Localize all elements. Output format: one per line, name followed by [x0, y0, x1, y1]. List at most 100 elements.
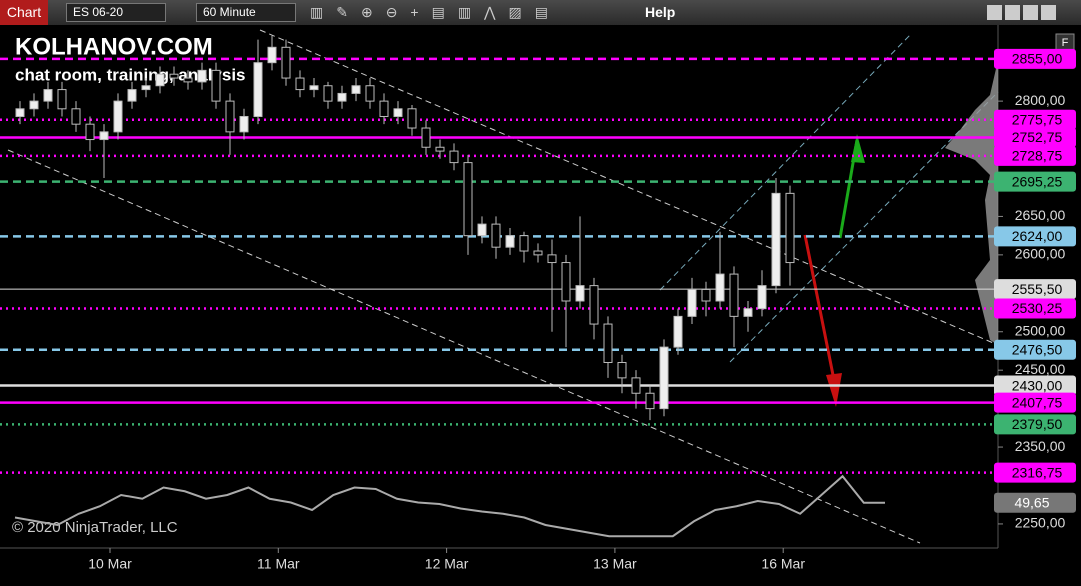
candle-body — [323, 85, 333, 102]
candle-body — [771, 192, 781, 287]
level-tag — [994, 339, 1076, 360]
level-tag — [994, 392, 1076, 413]
candle-body — [547, 254, 557, 264]
level-label: 2379,50 — [1012, 416, 1063, 432]
candle-body — [435, 146, 445, 152]
level-tag — [994, 279, 1076, 300]
candle-body — [673, 315, 683, 348]
trend-line — [259, 29, 999, 346]
candle-body — [743, 308, 753, 317]
level-label: 2316,75 — [1012, 464, 1063, 480]
level-tag — [994, 414, 1076, 435]
arrow-head — [826, 373, 842, 407]
toolbar: Chart ES 06-20 60 Minute ▥✎⊕⊖+▤▥⋀▨▤ Help — [0, 0, 1081, 25]
candle-body — [533, 250, 543, 256]
brand: KOLHANOV.COM — [15, 33, 213, 60]
candle-body — [57, 89, 67, 110]
candle-body — [127, 89, 137, 102]
candle-body — [253, 62, 263, 117]
interval-select[interactable]: 60 Minute — [196, 3, 296, 22]
level-label: 2624,00 — [1012, 228, 1063, 244]
candle-body — [337, 92, 347, 102]
candle-body — [505, 235, 515, 248]
candle-body — [561, 262, 571, 302]
y-tick-label: 2350,00 — [1015, 438, 1066, 454]
panel-button-label: F — [1062, 37, 1069, 49]
candle-body — [225, 100, 235, 133]
indicator-label: 49,65 — [1014, 494, 1049, 510]
level-tag — [994, 145, 1076, 166]
candle-body — [631, 377, 641, 394]
candle-body — [715, 273, 725, 302]
level-tag — [994, 226, 1076, 247]
trend-line — [7, 149, 921, 544]
level-tag — [994, 375, 1076, 396]
candle-body — [267, 46, 277, 64]
window-buttons[interactable] — [987, 5, 1077, 20]
candle-body — [141, 85, 151, 91]
candle-body — [15, 108, 25, 117]
candle-body — [239, 115, 249, 133]
level-label: 2752,75 — [1012, 129, 1063, 145]
candle-body — [729, 273, 739, 317]
level-label: 2430,00 — [1012, 377, 1063, 393]
arrow-head — [851, 134, 865, 163]
candle-body — [29, 100, 39, 110]
instrument-select[interactable]: ES 06-20 — [66, 3, 166, 22]
y-tick-label: 2600,00 — [1015, 246, 1066, 262]
candle-body — [575, 285, 585, 302]
level-tag — [994, 127, 1076, 148]
candle-body — [365, 85, 375, 102]
volume-profile — [945, 60, 998, 345]
candle-body — [197, 69, 207, 83]
y-tick-label: 2450,00 — [1015, 361, 1066, 377]
level-label: 2728,75 — [1012, 148, 1063, 164]
chart: KOLHANOV.COM chat room, training, analys… — [0, 25, 1076, 572]
level-label: 2555,50 — [1012, 281, 1063, 297]
candle-body — [659, 346, 669, 410]
candle-body — [295, 77, 305, 91]
level-tag — [994, 298, 1076, 319]
y-tick-label: 2650,00 — [1015, 207, 1066, 223]
candle-body — [85, 123, 95, 141]
help-menu[interactable]: Help — [645, 4, 676, 20]
level-label: 2407,75 — [1012, 394, 1063, 410]
level-tag — [994, 171, 1076, 192]
candle-body — [519, 235, 529, 252]
candle-body — [477, 223, 487, 237]
candle-body — [757, 285, 767, 310]
candle-body — [351, 85, 361, 94]
candle-body — [99, 131, 109, 141]
x-tick-label: 12 Mar — [425, 556, 469, 572]
level-label: 2695,25 — [1012, 173, 1063, 189]
candle-body — [589, 285, 599, 325]
candle-body — [449, 150, 459, 164]
candle-body — [617, 361, 627, 379]
channel-line — [729, 91, 999, 363]
tagline: chat room, training, analysis — [15, 65, 246, 84]
candle-body — [169, 73, 179, 79]
copyright: © 2020 NinjaTrader, LLC — [12, 519, 178, 536]
y-tick-label: 2500,00 — [1015, 322, 1066, 338]
x-tick-label: 13 Mar — [593, 556, 637, 572]
candle-body — [281, 46, 291, 79]
candle-body — [701, 288, 711, 302]
candle-body — [71, 108, 81, 125]
candle-body — [155, 73, 165, 87]
level-label: 2855,00 — [1012, 51, 1063, 67]
candle-body — [785, 192, 795, 264]
level-tag — [994, 462, 1076, 483]
candle-body — [645, 392, 655, 410]
candle-body — [113, 100, 123, 133]
candle-body — [183, 77, 193, 83]
candle-body — [211, 69, 221, 102]
x-tick-label: 10 Mar — [88, 556, 132, 572]
candle-body — [379, 100, 389, 117]
x-tick-label: 11 Mar — [257, 556, 300, 572]
chart-tab[interactable]: Chart — [0, 0, 48, 25]
indicator-line — [14, 474, 885, 538]
level-label: 2775,75 — [1012, 111, 1063, 127]
indicator-tag — [994, 492, 1076, 513]
y-tick-label: 2250,00 — [1015, 515, 1066, 531]
